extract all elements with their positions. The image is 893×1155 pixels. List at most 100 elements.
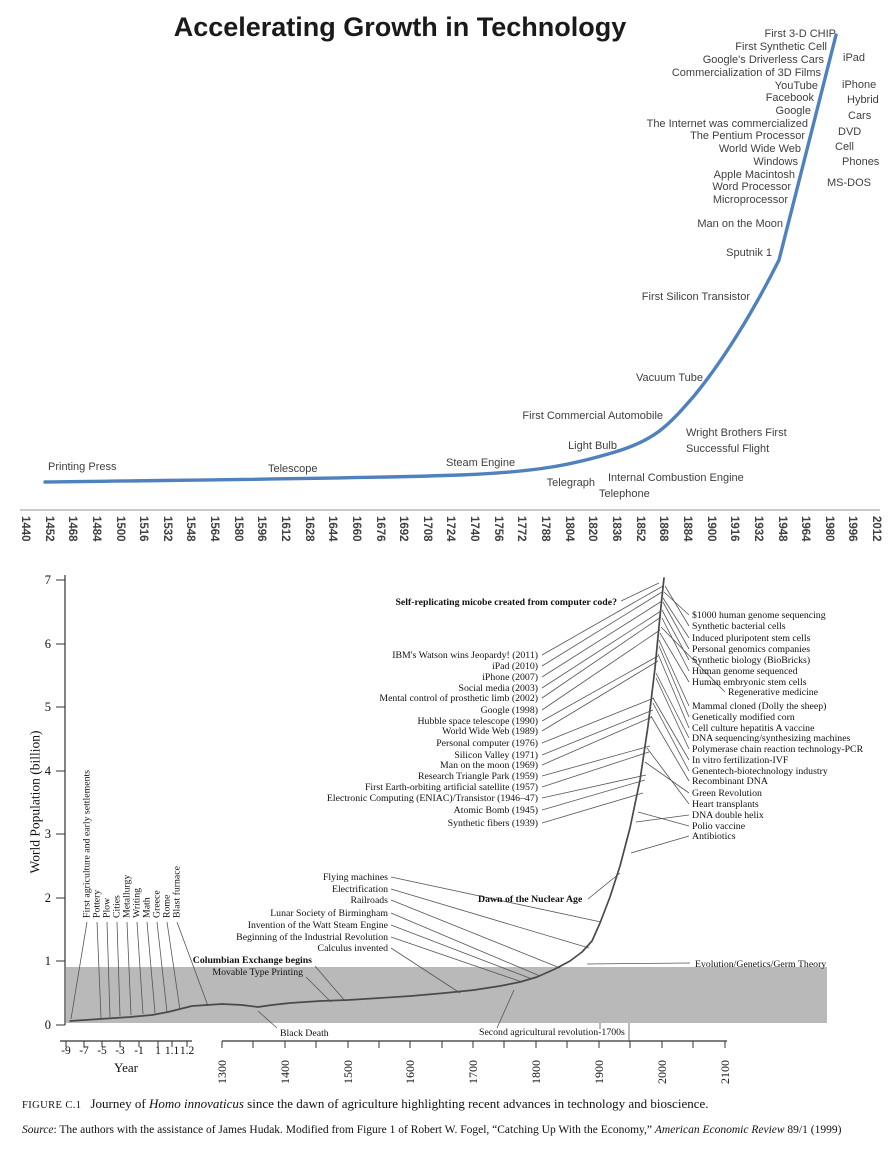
chart-label: Cars	[848, 110, 872, 122]
chart-label: Successful Flight	[686, 443, 769, 455]
leader-line	[70, 921, 88, 1020]
leader-line	[541, 774, 647, 799]
chart-label: DNA double helix	[692, 810, 764, 821]
chart-label: Plow	[102, 897, 113, 918]
tick-label: 0	[45, 1018, 51, 1032]
leader-line	[541, 629, 661, 711]
chart-label: Commercialization of 3D Films	[672, 67, 822, 79]
tick-label: 1452	[43, 516, 55, 542]
leader-line	[662, 601, 690, 650]
chart-label: iPad (2010)	[492, 661, 538, 672]
chart-label: World Wide Web (1989)	[442, 726, 538, 737]
chart-label: Recombinant DNA	[692, 776, 768, 787]
tick-label: 1.1	[165, 1045, 180, 1057]
leader-line	[630, 835, 690, 854]
leader-line	[541, 709, 654, 756]
chart-label: Railroads	[350, 895, 388, 906]
chart-label: Internal Combustion Engine	[608, 472, 744, 484]
chart-label: Steam Engine	[446, 457, 515, 469]
leader-line	[541, 751, 650, 788]
world-population-chart: World Population (billion) Year Self-repli…	[28, 573, 864, 1084]
tick-label: -3	[115, 1045, 125, 1057]
leader-line	[106, 921, 111, 1018]
tick-label: 1628	[303, 516, 315, 542]
chart-label: Human genome sequenced	[692, 666, 798, 677]
chart-title: Accelerating Growth in Technology	[174, 12, 627, 42]
chart-label: Electronic Computing (ENIAC)/Transistor …	[327, 793, 538, 804]
chart-label: Blast furnace	[172, 865, 183, 918]
tick-label: 1580	[232, 516, 244, 542]
chart-label: Hubble space telescope (1990)	[417, 716, 538, 727]
leader-line	[116, 921, 121, 1017]
leader-line	[390, 912, 541, 977]
tick-label: 1400	[278, 1060, 292, 1084]
caption-species: Homo innovaticus	[148, 1096, 244, 1111]
chart-label: Apple Macintosh	[714, 169, 795, 181]
tick-label: 2000	[655, 1060, 669, 1084]
chart-label: Social media (2003)	[459, 683, 538, 694]
chart-label: iPhone	[842, 79, 876, 91]
chart-label: Synthetic fibers (1939)	[448, 818, 538, 829]
tick-label: 1836	[610, 516, 622, 542]
leader-line	[655, 672, 690, 739]
chart-label: Movable Type Printing	[212, 967, 303, 978]
figure-source: Source: The authors with the assistance …	[22, 1124, 888, 1136]
leader-line	[662, 597, 690, 639]
chart-label: Self-replicating micobe created from com…	[395, 597, 617, 608]
chart-label: Rome	[162, 894, 173, 918]
chart-label: Telegraph	[547, 477, 595, 489]
leader-line	[257, 1010, 278, 1029]
tick-label: 1	[45, 954, 51, 968]
tick-label: 1868	[657, 516, 669, 542]
leader-line	[541, 655, 659, 722]
chart-label: Antibiotics	[692, 831, 736, 842]
chart-label: Heart transplants	[692, 799, 759, 810]
leader-line	[96, 921, 102, 1019]
chart-label: YouTube	[775, 80, 818, 92]
tick-label: 1916	[728, 516, 740, 542]
tick-label: 5	[45, 700, 51, 714]
leader-line	[166, 921, 181, 1011]
chart-label: Google	[776, 105, 811, 117]
chart-label: Genetically modified corn	[692, 712, 795, 723]
leader-line	[652, 702, 690, 772]
figure-caption: FIGURE C.1 Journey of Homo innovaticus si…	[22, 1096, 878, 1112]
leader-line	[390, 876, 602, 923]
chart-label: Electrification	[332, 884, 388, 895]
highlight-band	[66, 967, 827, 1023]
chart-label: Word Processor	[712, 181, 791, 193]
source-label: Source	[22, 1124, 54, 1136]
chart-label: First Earth-orbiting artificial satellit…	[365, 782, 538, 793]
source-journal: American Economic Review	[654, 1124, 785, 1136]
tick-label: 1500	[341, 1060, 355, 1084]
chart-label: Google's Driverless Cars	[703, 54, 825, 66]
leader-line	[390, 888, 590, 949]
chart-label: Math	[142, 897, 153, 918]
tick-label: 1900	[592, 1060, 606, 1084]
tick-label: 1600	[403, 1060, 417, 1084]
chart-label: In vitro fertilization-IVF	[692, 755, 789, 766]
leader-line	[657, 653, 690, 729]
source-text-pre: : The authors with the assistance of Jam…	[53, 1124, 655, 1136]
tick-label: 1596	[255, 516, 267, 542]
chart-label: $1000 human genome sequencing	[692, 610, 826, 621]
chart-label: Sputnik 1	[726, 247, 772, 259]
chart-label: The Pentium Processor	[690, 130, 805, 142]
chart-label: Second agricultural revolution-1700s	[479, 1027, 625, 1038]
chart-label: Personal genomics companies	[692, 644, 810, 655]
chart-label: Personal computer (1976)	[436, 738, 538, 749]
chart-label: First Silicon Transistor	[642, 291, 751, 303]
chart-label: iPhone (2007)	[482, 672, 538, 683]
tick-label: 1772	[515, 516, 527, 542]
leader-line	[659, 632, 690, 683]
leader-line	[650, 715, 690, 782]
tick-label: 1740	[468, 516, 480, 542]
leader-line	[541, 616, 662, 699]
chart-label: Mental control of prosthetic limb (2002)	[379, 693, 538, 704]
leader-line	[541, 779, 646, 811]
tick-label: 1500	[114, 516, 126, 542]
tick-label: -1	[134, 1045, 144, 1057]
chart-label: Pottery	[92, 890, 103, 918]
chart-label: Cell	[835, 141, 854, 153]
